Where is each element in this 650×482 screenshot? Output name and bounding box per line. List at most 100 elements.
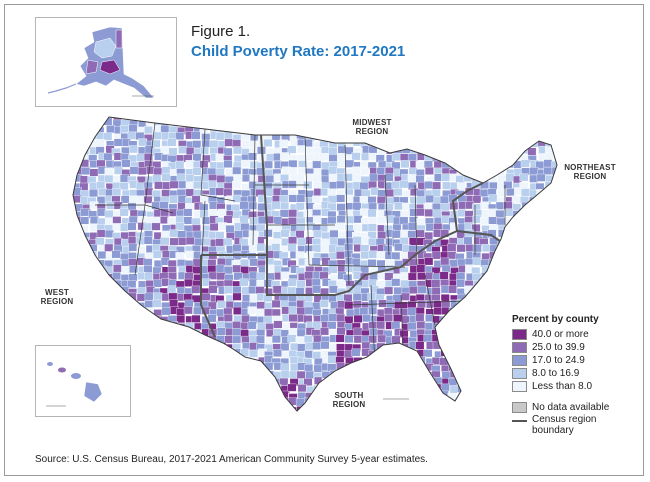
- county-cell: [176, 362, 186, 371]
- county-cell: [161, 371, 171, 380]
- county-cell: [351, 372, 361, 381]
- county-cell: [553, 194, 557, 203]
- county-cell: [104, 280, 113, 289]
- county-cell: [457, 140, 466, 149]
- county-cell: [264, 105, 273, 113]
- county-cell: [256, 372, 266, 380]
- county-cell: [89, 343, 98, 351]
- county-cell: [296, 280, 306, 288]
- county-cell: [216, 320, 225, 329]
- county-cell: [121, 364, 131, 373]
- county-cell: [554, 280, 557, 289]
- county-cell: [519, 173, 529, 182]
- county-cell: [441, 173, 450, 182]
- county-cell: [343, 173, 353, 182]
- county-cell: [562, 244, 571, 252]
- county-cell: [225, 105, 234, 113]
- county-cell: [168, 292, 178, 301]
- county-cell: [218, 117, 228, 119]
- county-cell: [338, 231, 347, 239]
- county-cell: [407, 307, 417, 316]
- county-cell: [256, 414, 265, 422]
- county-cell: [119, 341, 129, 350]
- county-cell: [266, 412, 275, 420]
- county-cell: [480, 398, 489, 406]
- county-cell: [450, 147, 460, 156]
- county-cell: [479, 372, 489, 380]
- county-cell: [560, 154, 569, 162]
- county-cell: [217, 383, 226, 392]
- county-cell: [113, 344, 122, 352]
- county-cell: [423, 404, 433, 411]
- county-cell: [481, 350, 491, 359]
- county-cell: [353, 415, 362, 423]
- county-cell: [456, 399, 466, 408]
- county-cell: [399, 180, 409, 189]
- county-cell: [370, 357, 379, 366]
- county-cell: [385, 393, 394, 401]
- county-cell: [127, 222, 137, 231]
- county-cell: [529, 118, 539, 127]
- county-cell: [138, 138, 148, 147]
- county-cell: [273, 414, 282, 422]
- county-cell: [448, 285, 457, 294]
- county-cell: [465, 377, 475, 385]
- county-cell: [305, 370, 315, 379]
- county-cell: [167, 370, 177, 379]
- county-cell: [96, 279, 105, 288]
- county-cell: [79, 404, 89, 411]
- region-label-line: SOUTH: [334, 391, 364, 400]
- county-cell: [241, 379, 250, 388]
- county-cell: [143, 348, 153, 357]
- county-cell: [159, 328, 169, 336]
- county-cell: [391, 321, 401, 330]
- county-cell: [296, 370, 306, 379]
- county-cell: [384, 414, 393, 422]
- county-cell: [191, 365, 201, 373]
- county-cell: [257, 385, 267, 394]
- county-cell: [120, 349, 130, 358]
- county-cell: [249, 105, 258, 113]
- county-cell: [495, 315, 505, 324]
- county-cell: [113, 138, 123, 147]
- county-cell: [337, 378, 347, 387]
- county-cell: [64, 351, 73, 359]
- county-cell: [96, 328, 106, 337]
- county-cell: [399, 350, 409, 359]
- county-cell: [359, 182, 369, 190]
- county-cell: [73, 390, 75, 399]
- county-cell: [545, 119, 555, 128]
- county-cell: [432, 106, 441, 114]
- county-cell: [97, 406, 107, 411]
- county-cell: [215, 231, 225, 240]
- county-cell: [209, 393, 219, 401]
- county-cell: [97, 397, 107, 406]
- legend-label-line: Census region: [532, 414, 597, 425]
- county-cell: [104, 174, 114, 183]
- county-cell: [137, 377, 147, 386]
- county-cell: [463, 236, 473, 245]
- county-cell: [368, 202, 377, 211]
- county-cell: [457, 372, 467, 381]
- county-cell: [288, 159, 298, 168]
- county-cell: [177, 371, 187, 380]
- county-cell: [144, 272, 153, 281]
- county-cell: [417, 272, 427, 281]
- county-cell: [367, 209, 377, 218]
- county-cell: [481, 159, 491, 168]
- alaska-borough: [93, 37, 117, 59]
- county-cell: [465, 155, 475, 164]
- county-cell: [400, 160, 410, 169]
- county-cell: [272, 117, 282, 120]
- county-cell: [73, 309, 82, 318]
- county-cell: [561, 181, 570, 189]
- county-cell: [329, 119, 339, 128]
- county-cell: [287, 217, 297, 226]
- county-cell: [495, 201, 505, 210]
- county-cell: [392, 398, 401, 407]
- county-cell: [178, 336, 187, 345]
- county-cell: [103, 152, 113, 161]
- county-cell: [410, 126, 419, 135]
- county-cell: [407, 222, 417, 231]
- county-cell: [328, 265, 338, 274]
